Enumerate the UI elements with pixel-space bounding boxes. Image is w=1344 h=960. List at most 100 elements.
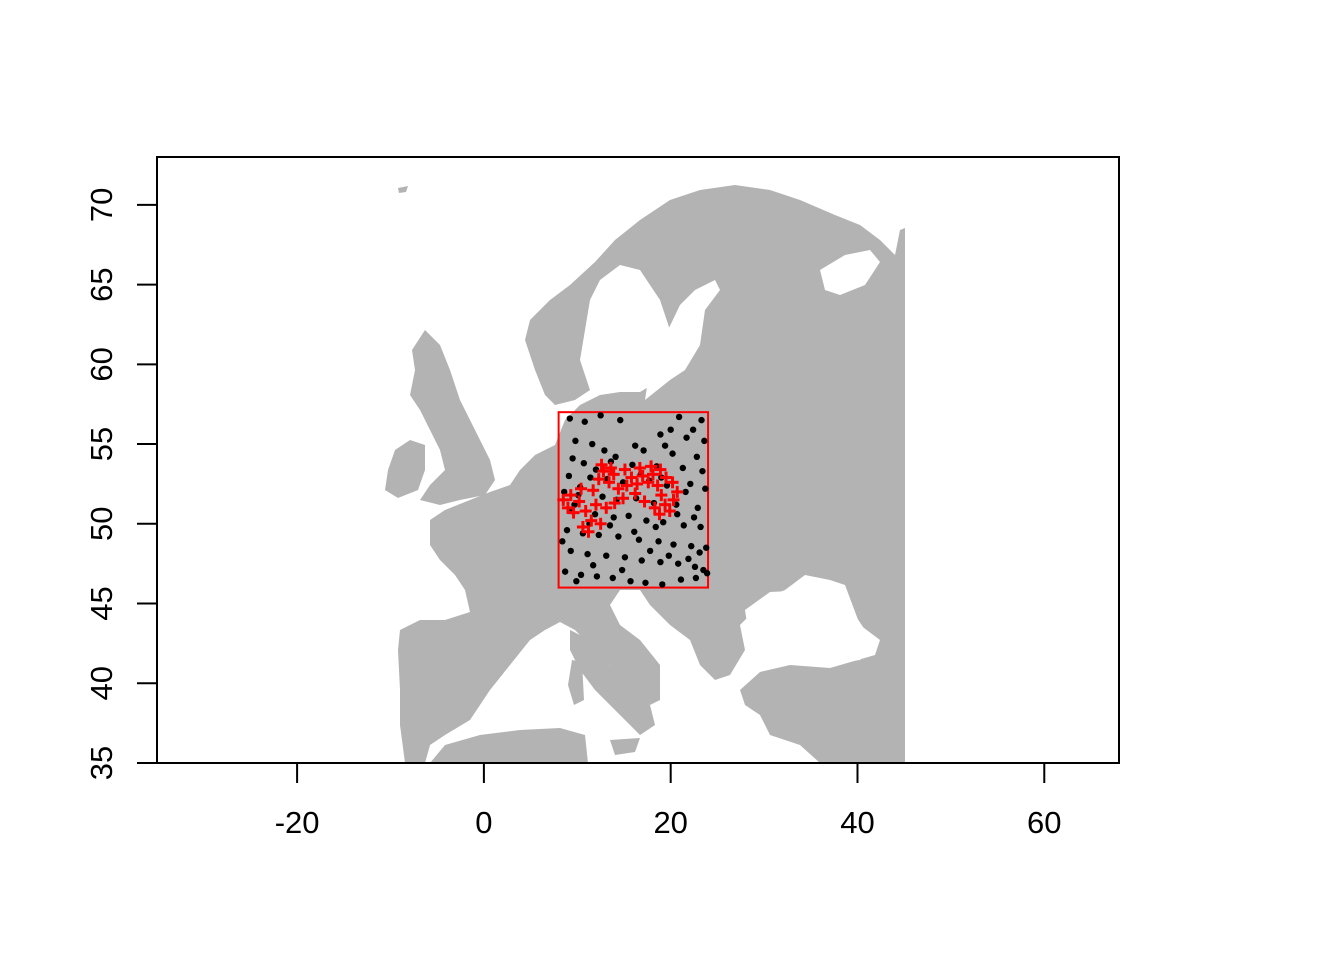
plus-point: [666, 476, 679, 489]
plus-point: [603, 476, 616, 489]
occurrence-point: [667, 426, 674, 433]
y-tick-label: 55: [84, 427, 119, 461]
occurrence-point: [702, 544, 710, 551]
occurrence-point: [698, 416, 705, 424]
plus-point: [667, 493, 680, 506]
occurrence-point: [677, 576, 685, 583]
land-italy: [570, 630, 655, 735]
occurrence-point: [670, 541, 677, 548]
plus-point: [648, 501, 661, 514]
plus-point: [617, 492, 630, 505]
plus-point: [592, 473, 605, 486]
occurrence-point: [697, 523, 704, 531]
occurrence-point: [617, 416, 624, 424]
plus-point: [625, 471, 638, 484]
plus-point: [631, 477, 644, 490]
occurrence-point: [595, 531, 602, 539]
occurrence-point: [593, 573, 601, 580]
occurrence-point: [584, 550, 591, 558]
occurrence-point: [669, 450, 676, 457]
plus-point: [645, 460, 658, 473]
y-tick-label: 60: [84, 347, 119, 381]
occurrence-point: [699, 467, 706, 475]
occurrence-point: [659, 581, 666, 588]
occurrence-point: [612, 453, 619, 461]
land-iceland-fragment: [398, 186, 408, 193]
occurrence-point: [665, 552, 673, 559]
occurrence-point: [690, 514, 698, 521]
occurrence-point: [567, 547, 574, 555]
plus-point: [618, 463, 631, 476]
occurrence-point: [559, 538, 566, 545]
occurrence-point: [615, 533, 622, 540]
white-sea: [820, 250, 880, 295]
occurrence-point: [642, 579, 649, 586]
x-tick-label: 60: [1027, 805, 1061, 840]
occurrence-point: [629, 461, 636, 468]
occurrence-point: [627, 578, 634, 585]
plus-point: [604, 461, 617, 474]
occurrence-point: [569, 455, 576, 462]
y-tick-label: 70: [84, 188, 119, 222]
plus-point: [651, 479, 664, 492]
plus-point: [660, 471, 673, 484]
occurrence-point: [601, 447, 608, 454]
occurrence-point: [691, 563, 699, 571]
x-axis: -20 0 20 40 60: [275, 762, 1062, 840]
occurrence-point: [563, 526, 571, 534]
occurrence-point: [701, 437, 708, 445]
y-tick-label: 65: [84, 267, 119, 301]
occurrence-point: [609, 574, 616, 582]
plus-point: [575, 482, 588, 495]
plus-point: [636, 469, 649, 482]
occurrence-point: [694, 504, 701, 512]
occurrence-point: [618, 566, 626, 574]
occurrence-point: [663, 482, 671, 489]
occurrence-point: [687, 480, 694, 488]
y-tick-label: 45: [84, 586, 119, 620]
plus-point: [564, 489, 577, 502]
occurrence-point: [571, 501, 578, 508]
occurrence-point: [638, 557, 645, 564]
occurrence-point: [603, 552, 610, 559]
occurrence-point: [561, 568, 569, 575]
y-axis: 35 40 45 50 55 60 65 70: [84, 188, 158, 780]
occurrence-point: [631, 528, 638, 535]
occurrence-point: [625, 512, 632, 520]
occurrence-point: [643, 517, 650, 524]
land-ireland: [385, 440, 425, 498]
plus-point: [582, 525, 595, 538]
occurrence-point: [682, 488, 689, 496]
occurrence-point: [606, 522, 614, 529]
land-north-africa: [430, 728, 588, 763]
plus-point: [663, 505, 676, 518]
y-tick-label: 40: [84, 666, 119, 700]
x-tick-label: 20: [653, 805, 687, 840]
plus-point: [608, 497, 621, 510]
plus-point: [655, 489, 668, 502]
occurrence-point: [591, 511, 599, 518]
land-sicily: [610, 738, 640, 755]
plus-point: [595, 458, 608, 471]
occurrence-point: [657, 558, 664, 566]
occurrence-point: [660, 518, 667, 526]
occurrence-point: [621, 554, 629, 561]
occurrence-point: [581, 418, 588, 425]
x-tick-label: 40: [840, 805, 874, 840]
plus-point: [597, 465, 610, 478]
occurrence-point: [692, 574, 700, 582]
plus-point: [607, 468, 620, 481]
plus-point: [594, 517, 607, 530]
occurrence-point: [688, 542, 695, 550]
plus-point: [589, 498, 602, 511]
points-layer: [557, 412, 711, 588]
occurrence-point: [693, 453, 701, 461]
plus-point: [557, 493, 570, 506]
occurrence-point: [683, 434, 690, 441]
occurrence-point: [635, 536, 643, 543]
occurrence-point: [561, 488, 568, 496]
occurrence-point: [573, 578, 580, 585]
plus-point: [600, 501, 613, 514]
plus-point: [587, 484, 600, 497]
